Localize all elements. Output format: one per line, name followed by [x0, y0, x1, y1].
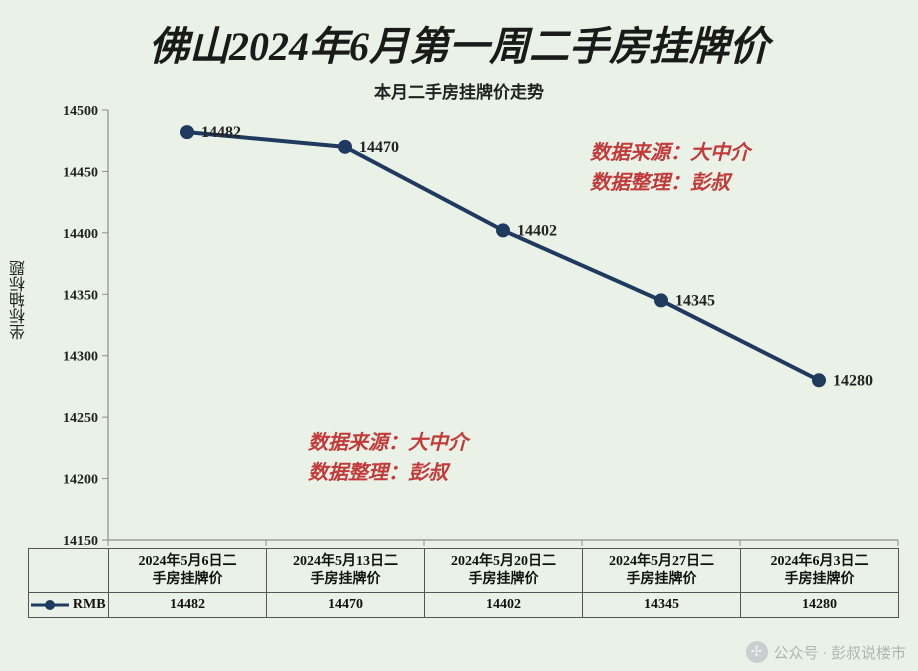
- table-corner-cell: [29, 549, 109, 593]
- footer-attribution: ✢ 公众号 · 彭叔说楼市: [746, 641, 907, 663]
- svg-text:14482: 14482: [201, 124, 241, 141]
- x-category-cell: 2024年5月6日二手房挂牌价: [109, 549, 267, 593]
- svg-text:14345: 14345: [675, 292, 715, 309]
- svg-text:14450: 14450: [63, 165, 98, 180]
- svg-text:14402: 14402: [517, 222, 557, 239]
- footer-label: 公众号 · 彭叔说楼市: [774, 642, 907, 663]
- watermark-author: 数据整理：彭叔: [308, 458, 468, 488]
- x-category-cell: 2024年6月3日二手房挂牌价: [741, 549, 899, 593]
- value-cell: 14402: [425, 593, 583, 618]
- wechat-icon: ✢: [746, 641, 768, 663]
- watermark-source: 数据来源：大中介: [308, 428, 468, 458]
- svg-text:14280: 14280: [833, 372, 873, 389]
- watermark-source: 数据来源：大中介: [590, 138, 750, 168]
- value-cell: 14470: [267, 593, 425, 618]
- watermark-bottom-left: 数据来源：大中介 数据整理：彭叔: [308, 428, 468, 488]
- svg-text:14300: 14300: [63, 350, 98, 365]
- x-category-cell: 2024年5月27日二手房挂牌价: [583, 549, 741, 593]
- x-category-cell: 2024年5月20日二手房挂牌价: [425, 549, 583, 593]
- page-title: 佛山2024年6月第一周二手房挂牌价: [0, 0, 918, 72]
- svg-text:14250: 14250: [63, 411, 98, 426]
- value-cell: 14280: [741, 593, 899, 618]
- svg-text:14150: 14150: [63, 534, 98, 549]
- svg-text:14500: 14500: [63, 104, 98, 119]
- svg-text:14350: 14350: [63, 288, 98, 303]
- series-legend-cell: RMB: [29, 593, 109, 618]
- svg-text:14400: 14400: [63, 227, 98, 242]
- watermark-top-right: 数据来源：大中介 数据整理：彭叔: [590, 138, 750, 198]
- value-cell: 14345: [583, 593, 741, 618]
- svg-text:14470: 14470: [359, 139, 399, 156]
- chart-container: 14150 14200 14250 14300 14350 14400 14450 14500…: [0, 100, 918, 671]
- watermark-author: 数据整理：彭叔: [590, 168, 750, 198]
- svg-text:14200: 14200: [63, 473, 98, 488]
- x-category-cell: 2024年5月13日二手房挂牌价: [267, 549, 425, 593]
- value-cell: 14482: [109, 593, 267, 618]
- x-axis-data-table: 2024年5月6日二手房挂牌价2024年5月13日二手房挂牌价2024年5月20…: [28, 548, 899, 618]
